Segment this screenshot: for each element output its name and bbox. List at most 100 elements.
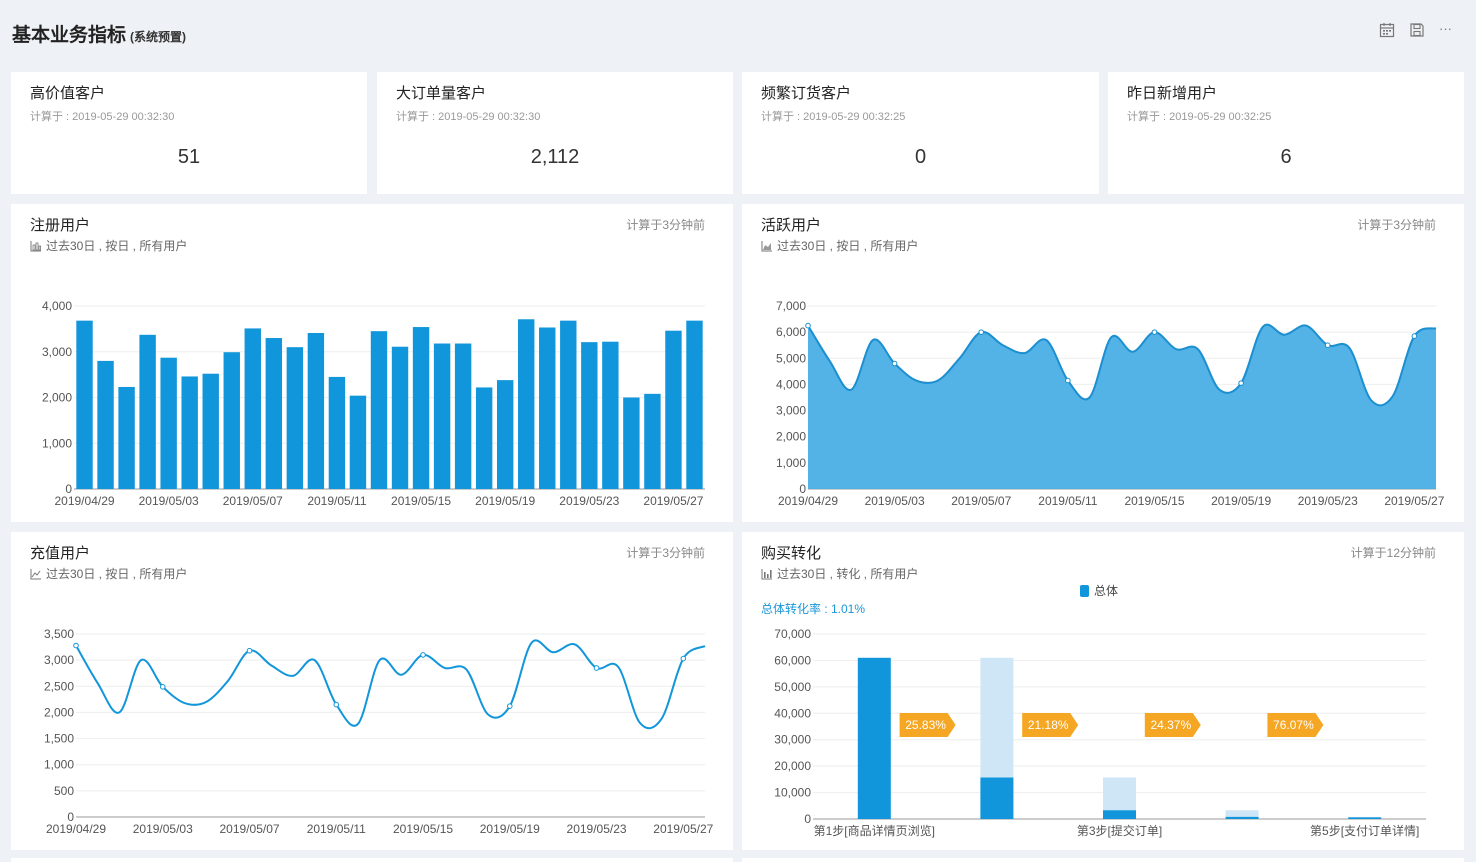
- panel-calc-time: 计算于3分钟前: [626, 218, 705, 232]
- y-tick-label: 40,000: [774, 706, 811, 720]
- bar: [118, 386, 135, 489]
- bar: [223, 352, 240, 489]
- calendar-icon[interactable]: [1379, 22, 1395, 38]
- panel-next-row-left: [11, 858, 733, 862]
- kpi-card-large-orders[interactable]: 大订单量客户 计算于 : 2019-05-29 00:32:30 2,112: [377, 72, 733, 194]
- kpi-card-frequent-orders[interactable]: 频繁订货客户 计算于 : 2019-05-29 00:32:25 0: [742, 72, 1099, 194]
- step-bar: [1103, 810, 1136, 819]
- bar: [560, 320, 577, 489]
- conversion-tag: [1267, 713, 1324, 737]
- page-header: 基本业务指标 (系统预置) ···: [0, 0, 1476, 62]
- panel-recharge-users[interactable]: 0 500 1,000 1,500 2,000 2,500 3,000 3,500 2019/0…: [11, 532, 733, 850]
- data-point: [891, 360, 898, 367]
- y-tick-label: 7,000: [776, 299, 806, 313]
- overall-conversion-rate: 总体转化率 : 1.01%: [761, 602, 866, 616]
- stacked-chart-icon: [30, 240, 42, 251]
- bar: [602, 341, 619, 489]
- bar: [349, 395, 367, 489]
- conversion-tag: [1022, 713, 1079, 737]
- bar: [665, 330, 682, 489]
- panel-next-row-right: [742, 858, 1464, 862]
- chart-legend[interactable]: 总体: [1080, 582, 1118, 599]
- x-tick-label: 2019/05/27: [1384, 494, 1444, 508]
- data-point: [1238, 380, 1244, 386]
- panel-subtitle-text: 过去30日 , 按日 , 所有用户: [46, 239, 188, 253]
- y-tick-label: 1,000: [44, 758, 74, 772]
- area-line: [807, 323, 1437, 407]
- data-point: [593, 665, 600, 671]
- page-title-text: 基本业务指标: [12, 25, 127, 46]
- x-tick-label: 2019/05/27: [643, 494, 703, 508]
- bar: [244, 328, 261, 489]
- y-tick-label: 1,000: [42, 436, 72, 450]
- y-tick-label: 1,000: [776, 456, 806, 470]
- area-chart-icon: [761, 240, 772, 251]
- y-tick-label: 20,000: [774, 759, 811, 773]
- area-fill: [808, 324, 1436, 489]
- line-chart-icon: [30, 568, 41, 579]
- step-bar: [857, 657, 891, 819]
- x-tick-label: 2019/05/03: [865, 494, 925, 508]
- conversion-tag: [899, 713, 956, 737]
- step-bar: [980, 777, 1014, 819]
- kpi-card-high-value[interactable]: 高价值客户 计算于 : 2019-05-29 00:32:30 51: [11, 72, 367, 194]
- panel-title: 活跃用户: [761, 217, 822, 234]
- panel-purchase-conversion[interactable]: 0 10,000 20,000 30,000 40,000 50,000 60,000 70,…: [742, 532, 1464, 850]
- kpi-name: 频繁订货客户: [761, 85, 852, 102]
- x-tick-label: 2019/05/23: [559, 494, 619, 508]
- panel-active-users[interactable]: 0 1,000 2,000 3,000 4,000 5,000 6,000 7,000 2019…: [742, 204, 1464, 522]
- y-tick-label: 4,000: [776, 377, 806, 391]
- x-tick-label: 2019/05/07: [951, 494, 1011, 508]
- y-tick-label: 30,000: [774, 733, 811, 747]
- bar: [623, 397, 640, 489]
- data-point: [1411, 333, 1418, 339]
- bar: [181, 376, 198, 489]
- conversion-rate-label: 24.37%: [1150, 718, 1191, 732]
- kpi-card-new-users[interactable]: 昨日新增用户 计算于 : 2019-05-29 00:32:25 6: [1108, 72, 1464, 194]
- kpi-name: 昨日新增用户: [1127, 85, 1218, 102]
- y-tick-label: 0: [65, 482, 72, 496]
- step-label: 第3步[提交订单]: [1077, 823, 1162, 838]
- legend-label: 总体: [1094, 584, 1119, 598]
- save-icon[interactable]: [1409, 22, 1425, 38]
- panel-title: 购买转化: [761, 545, 822, 562]
- bar: [307, 332, 325, 489]
- x-tick-label: 2019/04/29: [54, 494, 114, 508]
- y-tick-label: 3,000: [44, 653, 74, 667]
- x-tick-label: 2019/05/15: [391, 494, 451, 508]
- bar: [581, 342, 598, 489]
- bar: [370, 331, 388, 489]
- data-point: [333, 701, 340, 708]
- data-point: [805, 322, 811, 329]
- x-tick-label: 2019/04/29: [46, 822, 106, 836]
- bar: [76, 320, 93, 489]
- x-tick-label: 2019/05/03: [139, 494, 199, 508]
- x-tick-label: 2019/05/27: [653, 822, 713, 836]
- more-icon[interactable]: ···: [1439, 21, 1452, 36]
- bar-chart-icon: [761, 568, 772, 579]
- x-tick-label: 2019/05/19: [480, 822, 540, 836]
- conversion-rate-label: 21.18%: [1028, 718, 1069, 732]
- panel-register-users[interactable]: 0 1,000 2,000 3,000 4,000 2019/04/29 2019/05/0…: [11, 204, 733, 522]
- x-tick-label: 2019/05/23: [567, 822, 627, 836]
- x-tick-label: 2019/04/29: [778, 494, 838, 508]
- bar: [412, 327, 430, 489]
- bar: [539, 327, 556, 489]
- purchase-conversion-chart: 0 10,000 20,000 30,000 40,000 50,000 60,000 70,…: [774, 627, 1426, 838]
- bar: [328, 376, 346, 489]
- panel-subtitle: 过去30日 , 按日 , 所有用户: [761, 237, 918, 254]
- kpi-name: 大订单量客户: [396, 85, 487, 102]
- kpi-value: 2,112: [530, 146, 580, 168]
- y-tick-label: 10,000: [774, 786, 811, 800]
- y-tick-label: 2,000: [776, 430, 806, 444]
- active-users-chart: 0 1,000 2,000 3,000 4,000 5,000 6,000 7,000 2019…: [776, 299, 1445, 508]
- legend-swatch: [1080, 584, 1089, 597]
- y-tick-label: 50,000: [774, 680, 811, 694]
- page-title: 基本业务指标 (系统预置): [12, 20, 186, 47]
- x-tick-label: 2019/05/15: [1124, 494, 1184, 508]
- recharge-users-chart: 0 500 1,000 1,500 2,000 2,500 3,000 3,500 2019/0…: [44, 627, 714, 836]
- step-label: 第1步[商品详情页浏览]: [814, 823, 935, 838]
- bar: [644, 393, 661, 489]
- kpi-value: 51: [177, 146, 201, 168]
- y-tick-label: 3,000: [42, 345, 72, 359]
